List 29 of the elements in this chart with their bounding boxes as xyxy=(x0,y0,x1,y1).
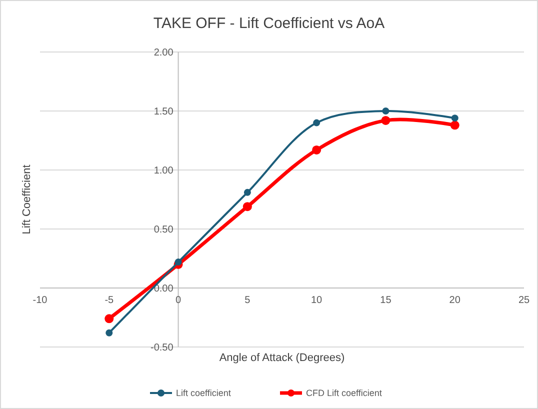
x-tick-label: 5 xyxy=(244,295,251,306)
x-tick-label: -5 xyxy=(104,295,114,306)
x-tick-label: 20 xyxy=(449,295,461,306)
legend-label: Lift coefficient xyxy=(176,388,232,398)
legend-label: CFD Lift coefficient xyxy=(306,388,382,398)
point xyxy=(382,108,390,114)
x-tick-label: 25 xyxy=(518,295,530,306)
point xyxy=(242,202,252,212)
point xyxy=(451,114,458,122)
y-axis-title: Lift Coefficient xyxy=(21,164,33,234)
point xyxy=(381,116,390,125)
y-tick-label: 1.50 xyxy=(154,106,174,118)
y-tick-label: 0.50 xyxy=(154,224,174,236)
point xyxy=(174,258,182,266)
x-tick-label: 0 xyxy=(176,295,182,306)
point xyxy=(106,329,113,336)
y-tick-label: -0.50 xyxy=(150,342,174,354)
x-tick-label: -10 xyxy=(32,295,48,306)
x-tick-label: 15 xyxy=(380,295,392,306)
point xyxy=(313,119,320,126)
x-axis-title: Angle of Attack (Degrees) xyxy=(219,352,345,364)
point xyxy=(450,120,460,130)
y-tick-label: 1.00 xyxy=(154,166,174,176)
y-tick-label: 2.00 xyxy=(154,48,174,58)
point xyxy=(244,188,251,196)
point xyxy=(104,314,114,324)
chart-title: TAKE OFF - Lift Coefficient vs AoA xyxy=(153,15,385,32)
x-tick-label: 10 xyxy=(311,295,323,306)
point xyxy=(312,145,322,154)
